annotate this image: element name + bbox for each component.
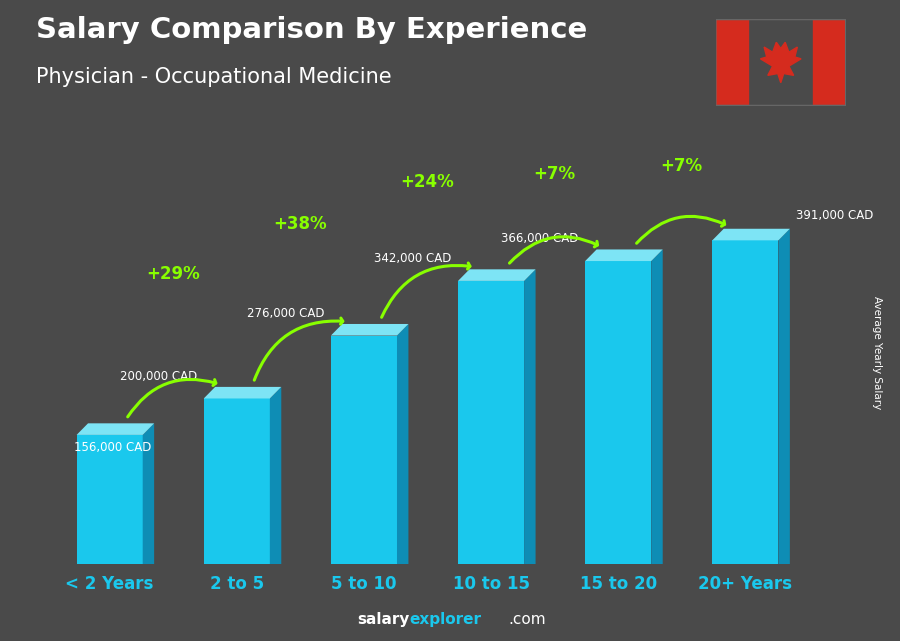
Text: Physician - Occupational Medicine: Physician - Occupational Medicine <box>36 67 392 87</box>
Bar <box>716 19 748 106</box>
Polygon shape <box>524 269 536 564</box>
Text: 342,000 CAD: 342,000 CAD <box>374 252 452 265</box>
Text: +7%: +7% <box>534 165 576 183</box>
Polygon shape <box>203 399 270 564</box>
Text: +24%: +24% <box>400 172 454 190</box>
Polygon shape <box>270 387 282 564</box>
Text: Salary Comparison By Experience: Salary Comparison By Experience <box>36 16 587 44</box>
Polygon shape <box>331 336 397 564</box>
Text: +38%: +38% <box>274 215 328 233</box>
Text: 156,000 CAD: 156,000 CAD <box>74 441 151 454</box>
Text: 391,000 CAD: 391,000 CAD <box>796 209 874 222</box>
Polygon shape <box>585 261 652 564</box>
Text: +7%: +7% <box>661 157 703 175</box>
Text: Average Yearly Salary: Average Yearly Salary <box>872 296 883 409</box>
Text: salary: salary <box>357 612 410 627</box>
Text: explorer: explorer <box>410 612 482 627</box>
Polygon shape <box>143 423 154 564</box>
Polygon shape <box>652 249 662 564</box>
Polygon shape <box>458 281 524 564</box>
Text: 276,000 CAD: 276,000 CAD <box>247 307 325 320</box>
Polygon shape <box>458 269 536 281</box>
Text: .com: .com <box>508 612 546 627</box>
Polygon shape <box>778 229 790 564</box>
Polygon shape <box>585 249 662 261</box>
Text: +29%: +29% <box>147 265 200 283</box>
Text: 366,000 CAD: 366,000 CAD <box>501 232 579 246</box>
Polygon shape <box>712 229 790 240</box>
Polygon shape <box>76 435 143 564</box>
Polygon shape <box>712 240 778 564</box>
Polygon shape <box>76 423 154 435</box>
Polygon shape <box>397 324 409 564</box>
Polygon shape <box>760 42 801 83</box>
Polygon shape <box>331 324 409 336</box>
Bar <box>814 19 846 106</box>
Polygon shape <box>203 387 282 399</box>
Text: 200,000 CAD: 200,000 CAD <box>120 370 197 383</box>
